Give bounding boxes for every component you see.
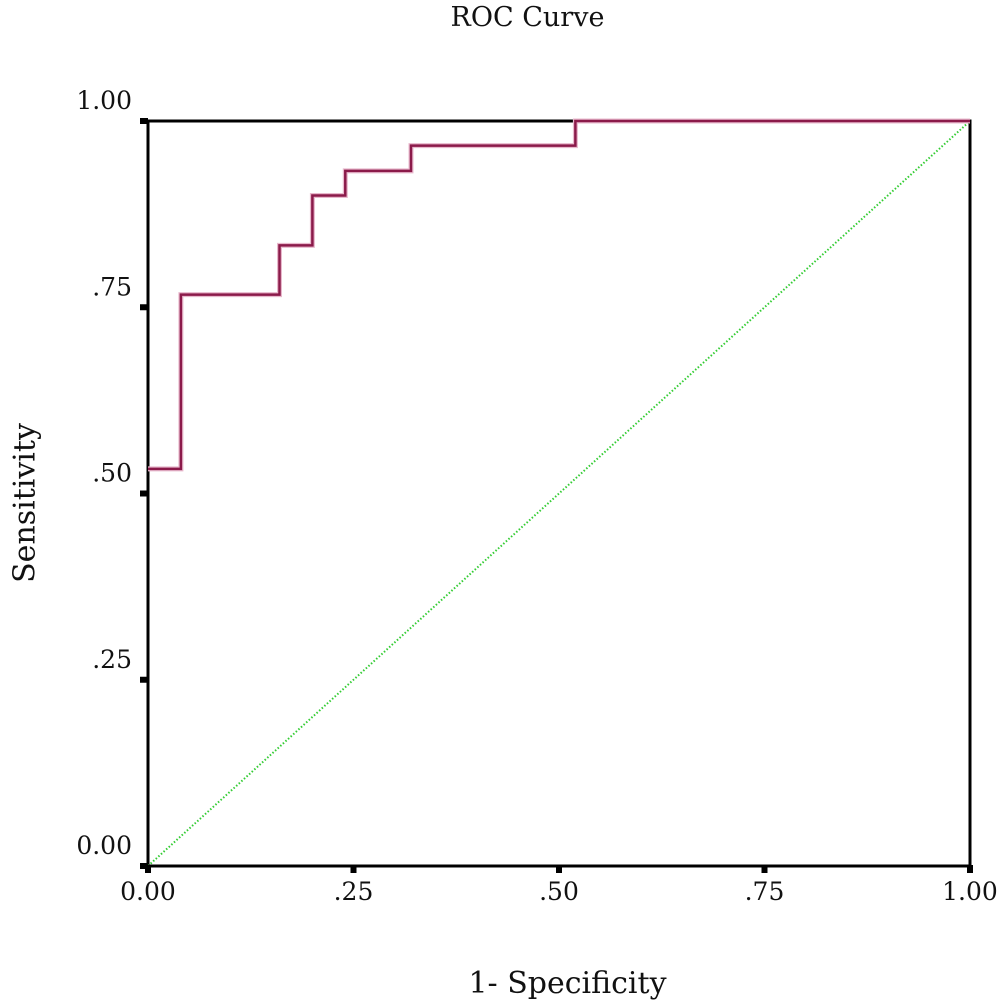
chart-title: ROC Curve [450,2,605,33]
reference-diagonal-line [147,120,971,867]
y-tick-label: 0.00 [76,831,132,860]
x-tick-label: 1.00 [942,877,998,906]
x-axis-ticks: 0.00 .25 .50 .75 1.00 [120,865,998,906]
x-tick-mark [761,865,768,873]
y-tick-label: .25 [92,645,132,674]
x-axis-label: 1- Specificity [468,966,667,1001]
y-axis-label-wrapper: Sensitivity [0,0,50,1004]
y-tick-mark [140,118,148,124]
x-tick-mark [556,865,562,873]
roc-curve-line [148,119,970,471]
roc-curve-layer [147,118,971,472]
y-tick-mark [140,863,148,869]
reference-line-layer [147,120,971,867]
y-tick-label: 1.00 [76,86,132,115]
x-tick-mark [350,865,357,873]
x-tick-label: .50 [539,877,579,906]
y-tick-label: .50 [92,459,132,488]
y-axis-ticks: 0.00 .25 .50 .75 1.00 [76,86,148,869]
y-tick-label: .75 [92,272,132,301]
y-tick-mark [140,676,148,683]
y-tick-mark [140,490,148,497]
y-tick-mark [140,304,148,311]
x-tick-label: .75 [745,877,785,906]
x-tick-label: .25 [334,877,374,906]
y-axis-label: Sensitivity [7,423,43,583]
x-tick-label: 0.00 [120,877,176,906]
x-tick-mark [967,865,973,873]
